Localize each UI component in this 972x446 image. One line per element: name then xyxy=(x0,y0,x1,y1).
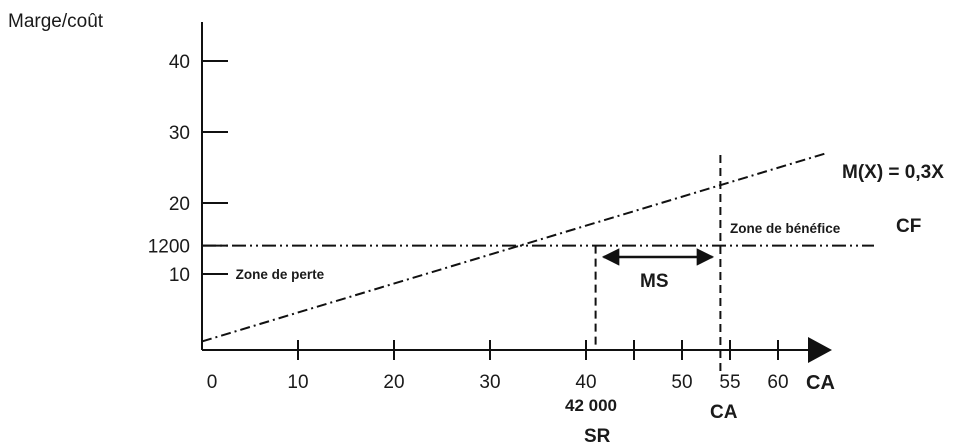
profit-zone-label: Zone de bénéfice xyxy=(730,221,841,236)
y-axis-label: Marge/coût xyxy=(8,11,104,32)
x-tick-label: 30 xyxy=(479,372,500,393)
revenue-label: CA xyxy=(710,402,738,423)
x-tick-label: 40 xyxy=(575,372,596,393)
break-even-value-label: 42 000 xyxy=(565,396,617,415)
margin-series-label: M(X) = 0,3X xyxy=(842,162,944,183)
x-tick-label: 10 xyxy=(287,372,308,393)
x-tick-label: 60 xyxy=(767,372,788,393)
y-ticks: 10 20 30 40 1200 xyxy=(148,52,228,286)
x-ticks: 0 10 20 30 40 50 55 60 xyxy=(207,340,789,393)
fixed-cost-series-label: CF xyxy=(896,216,921,237)
x-tick-label: 20 xyxy=(383,372,404,393)
safety-margin-label: MS xyxy=(640,271,669,292)
y-tick-label: 1200 xyxy=(148,237,190,258)
x-tick-label: 0 xyxy=(207,372,218,393)
x-axis-arrowhead xyxy=(808,337,832,363)
y-tick-label: 10 xyxy=(169,265,190,286)
loss-zone-label: Zone de perte xyxy=(236,267,325,282)
break-even-label: SR xyxy=(584,426,611,446)
y-tick-label: 30 xyxy=(169,123,190,144)
x-tick-label: 50 xyxy=(671,372,692,393)
x-axis-label: CA xyxy=(806,372,835,394)
y-tick-label: 20 xyxy=(169,194,190,215)
y-tick-label: 40 xyxy=(169,52,190,73)
x-tick-label: 55 xyxy=(719,372,740,393)
margin-line xyxy=(201,152,827,343)
